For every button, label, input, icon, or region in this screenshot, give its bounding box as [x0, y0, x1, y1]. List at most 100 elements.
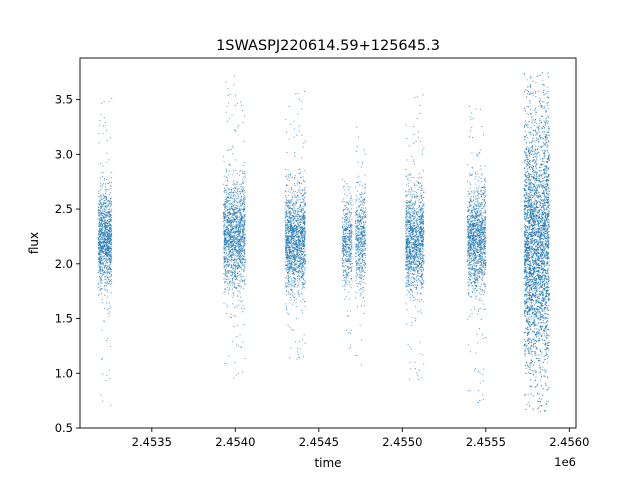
- data-point: [285, 257, 287, 259]
- data-point: [225, 213, 227, 215]
- data-point: [360, 364, 362, 366]
- data-point: [244, 251, 246, 253]
- data-point: [351, 257, 353, 259]
- data-point: [230, 196, 232, 198]
- data-point: [244, 234, 246, 236]
- data-point: [293, 206, 295, 208]
- data-point: [228, 253, 230, 255]
- data-point: [236, 211, 238, 213]
- data-point: [234, 282, 236, 284]
- data-point: [242, 202, 244, 204]
- data-point: [303, 272, 305, 274]
- data-point: [226, 264, 228, 266]
- data-point: [241, 220, 243, 222]
- data-point: [290, 235, 292, 237]
- data-point: [348, 332, 350, 334]
- data-point: [360, 227, 362, 229]
- data-point: [105, 203, 107, 205]
- data-point: [359, 283, 361, 285]
- data-point: [244, 220, 246, 222]
- data-point: [103, 194, 105, 196]
- data-point: [293, 268, 295, 270]
- data-point: [228, 255, 230, 257]
- data-point: [302, 255, 304, 257]
- data-point: [244, 255, 246, 257]
- data-point: [343, 241, 345, 243]
- data-point: [347, 274, 349, 276]
- data-point: [231, 202, 233, 204]
- data-point: [224, 248, 226, 250]
- data-point: [224, 202, 226, 204]
- data-point: [357, 231, 359, 233]
- data-point: [344, 193, 346, 195]
- data-point: [110, 202, 112, 204]
- data-point: [105, 253, 107, 255]
- data-point: [226, 245, 228, 247]
- data-point: [99, 177, 101, 179]
- data-point: [110, 219, 112, 221]
- data-point: [284, 227, 286, 229]
- data-point: [302, 208, 304, 210]
- data-point: [286, 239, 288, 241]
- data-point: [232, 254, 234, 256]
- data-point: [302, 276, 304, 278]
- data-point: [301, 234, 303, 236]
- data-point: [303, 179, 305, 181]
- data-point: [292, 190, 294, 192]
- data-point: [227, 150, 229, 152]
- data-point: [285, 226, 287, 228]
- data-point: [361, 233, 363, 235]
- data-point: [293, 203, 295, 205]
- data-point: [242, 305, 244, 307]
- data-point: [290, 211, 292, 213]
- data-point: [101, 259, 103, 261]
- data-point: [286, 224, 288, 226]
- data-point: [355, 275, 357, 277]
- data-point: [345, 245, 347, 247]
- data-point: [357, 224, 359, 226]
- data-point: [346, 260, 348, 262]
- data-point: [286, 255, 288, 257]
- data-point: [346, 275, 348, 277]
- data-point: [108, 211, 110, 213]
- data-point: [288, 235, 290, 237]
- data-point: [363, 252, 365, 254]
- data-point: [360, 293, 362, 295]
- data-point: [243, 241, 245, 243]
- data-point: [361, 255, 363, 257]
- data-point: [98, 238, 100, 240]
- data-point: [361, 215, 363, 217]
- data-point: [224, 218, 226, 220]
- data-point: [243, 255, 245, 257]
- data-point: [100, 266, 102, 268]
- data-point: [226, 197, 228, 199]
- data-point: [288, 240, 290, 242]
- data-point: [364, 255, 366, 257]
- data-point: [110, 255, 112, 257]
- data-point: [229, 209, 231, 211]
- data-point: [297, 353, 299, 355]
- data-point: [360, 216, 362, 218]
- data-point: [349, 242, 351, 244]
- data-point: [361, 275, 363, 277]
- data-point: [233, 221, 235, 223]
- data-point: [289, 246, 291, 248]
- data-point: [360, 196, 362, 198]
- data-point: [242, 250, 244, 252]
- data-point: [292, 236, 294, 238]
- data-point: [301, 271, 303, 273]
- data-point: [228, 249, 230, 251]
- data-point: [357, 267, 359, 269]
- data-point: [355, 211, 357, 213]
- data-point: [358, 259, 360, 261]
- data-point: [235, 239, 237, 241]
- data-point: [345, 245, 347, 247]
- data-point: [238, 124, 240, 126]
- data-point: [291, 214, 293, 216]
- data-point: [105, 242, 107, 244]
- data-point: [238, 304, 240, 306]
- data-point: [344, 238, 346, 240]
- data-point: [347, 218, 349, 220]
- data-point: [301, 231, 303, 233]
- data-point: [287, 191, 289, 193]
